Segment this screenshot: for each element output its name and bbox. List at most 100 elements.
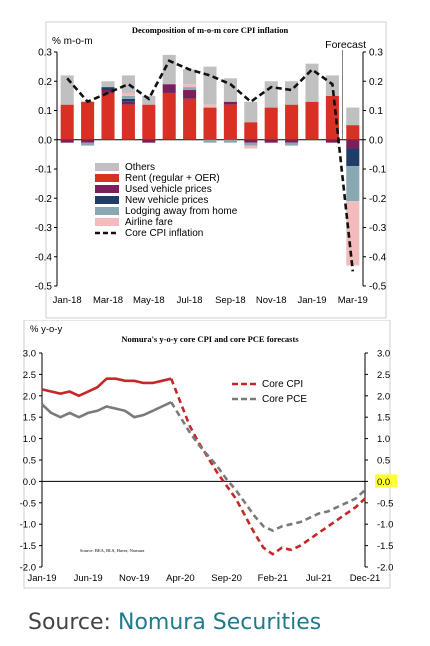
y-tick-label-right: -0.1 xyxy=(369,165,387,176)
y-tick-label-right: -0.5 xyxy=(377,498,393,509)
bar-segment xyxy=(244,142,258,146)
bar-segment xyxy=(183,84,197,88)
bar-segment xyxy=(60,139,74,143)
x-tick-label: Jun-19 xyxy=(74,573,103,584)
y-tick-label-right: 3.0 xyxy=(377,349,390,360)
y-axis-label: % y-o-y xyxy=(30,324,62,335)
bar-segment xyxy=(121,95,135,99)
bar-segment xyxy=(244,139,258,143)
y-tick-label-left: -1.5 xyxy=(20,541,36,552)
y-tick-label-left: 0.3 xyxy=(38,48,52,59)
chart-title: Decomposition of m-o-m core CPI inflatio… xyxy=(132,25,289,35)
core-cpi-line xyxy=(66,59,355,272)
x-tick-label: Sep-18 xyxy=(215,295,246,306)
y-tick-label-left: -2.0 xyxy=(20,563,36,574)
bar-segment xyxy=(101,81,115,88)
bar-segment xyxy=(223,78,237,102)
bar-segment xyxy=(162,92,176,140)
legend-swatch xyxy=(95,196,119,204)
y-tick-label-right: -0.2 xyxy=(369,194,387,205)
highlight-marker xyxy=(375,474,397,488)
cpi-decomposition-chart: Decomposition of m-o-m core CPI inflatio… xyxy=(35,21,387,319)
bar-segment xyxy=(305,101,319,140)
y-tick-label-right: -1.5 xyxy=(377,541,393,552)
y-tick-label-right: 1.0 xyxy=(377,434,390,445)
x-tick-label: Feb-21 xyxy=(258,573,288,584)
bar-segment xyxy=(142,104,156,140)
bar-segment xyxy=(285,142,299,146)
bar-segment xyxy=(142,139,156,143)
legend-label: Airline fare xyxy=(125,217,173,228)
bar-segment xyxy=(264,81,278,108)
legend-label: Rent (regular + OER) xyxy=(125,173,220,184)
bar-segment xyxy=(203,104,217,108)
legend-label: Used vehicle prices xyxy=(125,184,212,195)
legend-label: Core CPI inflation xyxy=(125,228,203,239)
y-axis-label: % m-o-m xyxy=(52,36,93,47)
bar-segment xyxy=(325,139,339,143)
bar-segment xyxy=(162,84,176,93)
legend-label: Core PCE xyxy=(262,394,307,405)
bar-segment xyxy=(223,139,237,143)
bar-segment xyxy=(183,87,197,91)
x-tick-label: Jan-19 xyxy=(27,573,56,584)
bar-segment xyxy=(285,104,299,140)
x-tick-label: Mar-19 xyxy=(338,295,368,306)
bar-segment xyxy=(183,69,197,85)
y-tick-label-left: 2.5 xyxy=(23,370,36,381)
x-tick-label: Nov-19 xyxy=(119,573,150,584)
y-tick-label-right: -2.0 xyxy=(377,563,393,574)
y-tick-label-left: 0.1 xyxy=(38,106,52,117)
y-tick-label-right: 1.5 xyxy=(377,413,390,424)
y-tick-label-left: 0.0 xyxy=(38,135,52,146)
bar-segment xyxy=(346,148,360,167)
bar-segment xyxy=(346,107,360,126)
y-tick-label-right: 2.5 xyxy=(377,370,390,381)
x-tick-label: Nov-18 xyxy=(256,295,287,306)
series-line-forecast xyxy=(170,401,366,533)
bar-segment xyxy=(81,139,95,143)
bar-segment xyxy=(305,63,319,102)
source-caption: Source: Nomura Securities xyxy=(28,610,321,635)
bar-segment xyxy=(223,104,237,140)
bar-segment xyxy=(285,139,299,143)
legend-swatch xyxy=(95,218,119,226)
bar-segment xyxy=(244,145,258,149)
y-tick-label-left: -1.0 xyxy=(20,520,36,531)
source-org: Nomura Securities xyxy=(117,610,322,635)
bar-segment xyxy=(264,139,278,143)
y-tick-label-right: 0.0 xyxy=(369,135,383,146)
bar-segment xyxy=(346,201,360,266)
legend-label: Core CPI xyxy=(262,379,303,390)
bar-segment xyxy=(346,166,360,202)
y-tick-label-right: 0.0 xyxy=(377,477,390,488)
bar-segment xyxy=(121,101,135,105)
y-tick-label-right: 0.2 xyxy=(369,77,383,88)
bar-segment xyxy=(203,107,217,140)
x-tick-label: Jul-21 xyxy=(306,573,332,584)
y-tick-label-right: 0.1 xyxy=(369,106,383,117)
series-line-forecast xyxy=(169,378,366,556)
bar-segment xyxy=(244,122,258,140)
x-tick-label: Jul-18 xyxy=(177,295,203,306)
chart-title: Nomura's y-o-y core CPI and core PCE for… xyxy=(121,334,299,344)
bar-segment xyxy=(121,104,135,140)
y-tick-label-left: -0.5 xyxy=(35,282,53,293)
y-tick-label-right: -0.3 xyxy=(369,223,387,234)
bar-segment xyxy=(346,139,360,149)
y-tick-label-right: -0.5 xyxy=(369,282,387,293)
y-tick-label-right: -0.4 xyxy=(369,252,387,263)
x-tick-label: Sep-20 xyxy=(211,573,242,584)
y-tick-label-left: 1.5 xyxy=(23,413,36,424)
legend-label: Others xyxy=(125,162,155,173)
legend-swatch xyxy=(95,163,119,171)
bar-segment xyxy=(346,125,360,140)
bar-segment xyxy=(121,92,135,96)
legend-swatch xyxy=(95,185,119,193)
bar-segment xyxy=(60,104,74,140)
bar-segment xyxy=(203,66,217,105)
chart-frame xyxy=(23,320,391,589)
bar-segment xyxy=(203,139,217,143)
bar-segment xyxy=(121,98,135,102)
